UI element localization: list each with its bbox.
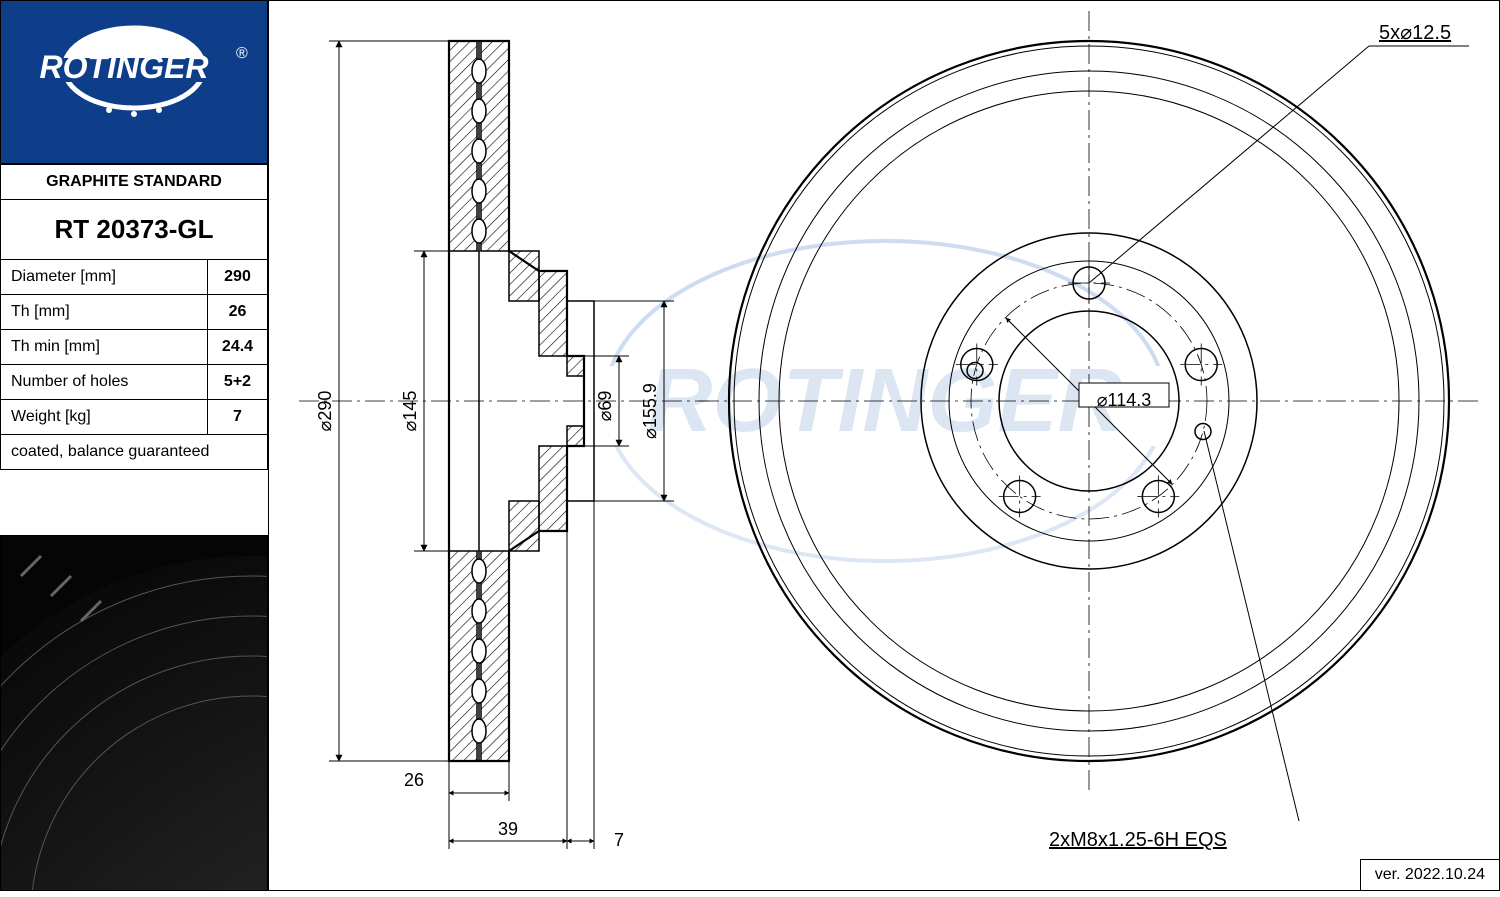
technical-drawing: ROTINGER xyxy=(268,0,1500,891)
spec-value: 24.4 xyxy=(208,330,268,365)
svg-text:26: 26 xyxy=(404,770,424,790)
spec-table: GRAPHITE STANDARD RT 20373-GL Diameter [… xyxy=(0,164,268,470)
svg-text:2xM8x1.25-6H EQS: 2xM8x1.25-6H EQS xyxy=(1049,829,1227,851)
spec-value: 7 xyxy=(208,400,268,435)
spec-value: 5+2 xyxy=(208,365,268,400)
spec-label: Number of holes xyxy=(1,365,208,400)
svg-text:⌀290: ⌀290 xyxy=(315,391,335,432)
spec-value: 290 xyxy=(208,260,268,295)
svg-text:⌀69: ⌀69 xyxy=(595,391,615,422)
svg-text:39: 39 xyxy=(498,819,518,839)
spec-label: Th [mm] xyxy=(1,295,208,330)
spec-note: coated, balance guaranteed xyxy=(1,435,268,470)
spec-label: Th min [mm] xyxy=(1,330,208,365)
part-number: RT 20373-GL xyxy=(1,200,268,260)
brand-logo-box: ROTINGER ® xyxy=(0,0,268,164)
spec-value: 26 xyxy=(208,295,268,330)
brand-logo: ROTINGER ® xyxy=(14,22,254,142)
product-photo xyxy=(0,535,268,891)
version-label: ver. 2022.10.24 xyxy=(1360,859,1499,890)
svg-text:5x⌀12.5: 5x⌀12.5 xyxy=(1379,22,1451,44)
svg-text:⌀155.9: ⌀155.9 xyxy=(640,383,660,439)
registered-mark: ® xyxy=(236,45,248,62)
spec-label: Weight [kg] xyxy=(1,400,208,435)
brand-name: ROTINGER xyxy=(40,49,209,85)
spec-label: Diameter [mm] xyxy=(1,260,208,295)
svg-text:⌀114.3: ⌀114.3 xyxy=(1097,390,1152,410)
svg-text:7: 7 xyxy=(614,830,624,850)
product-line: GRAPHITE STANDARD xyxy=(1,165,268,200)
svg-text:⌀145: ⌀145 xyxy=(400,391,420,432)
